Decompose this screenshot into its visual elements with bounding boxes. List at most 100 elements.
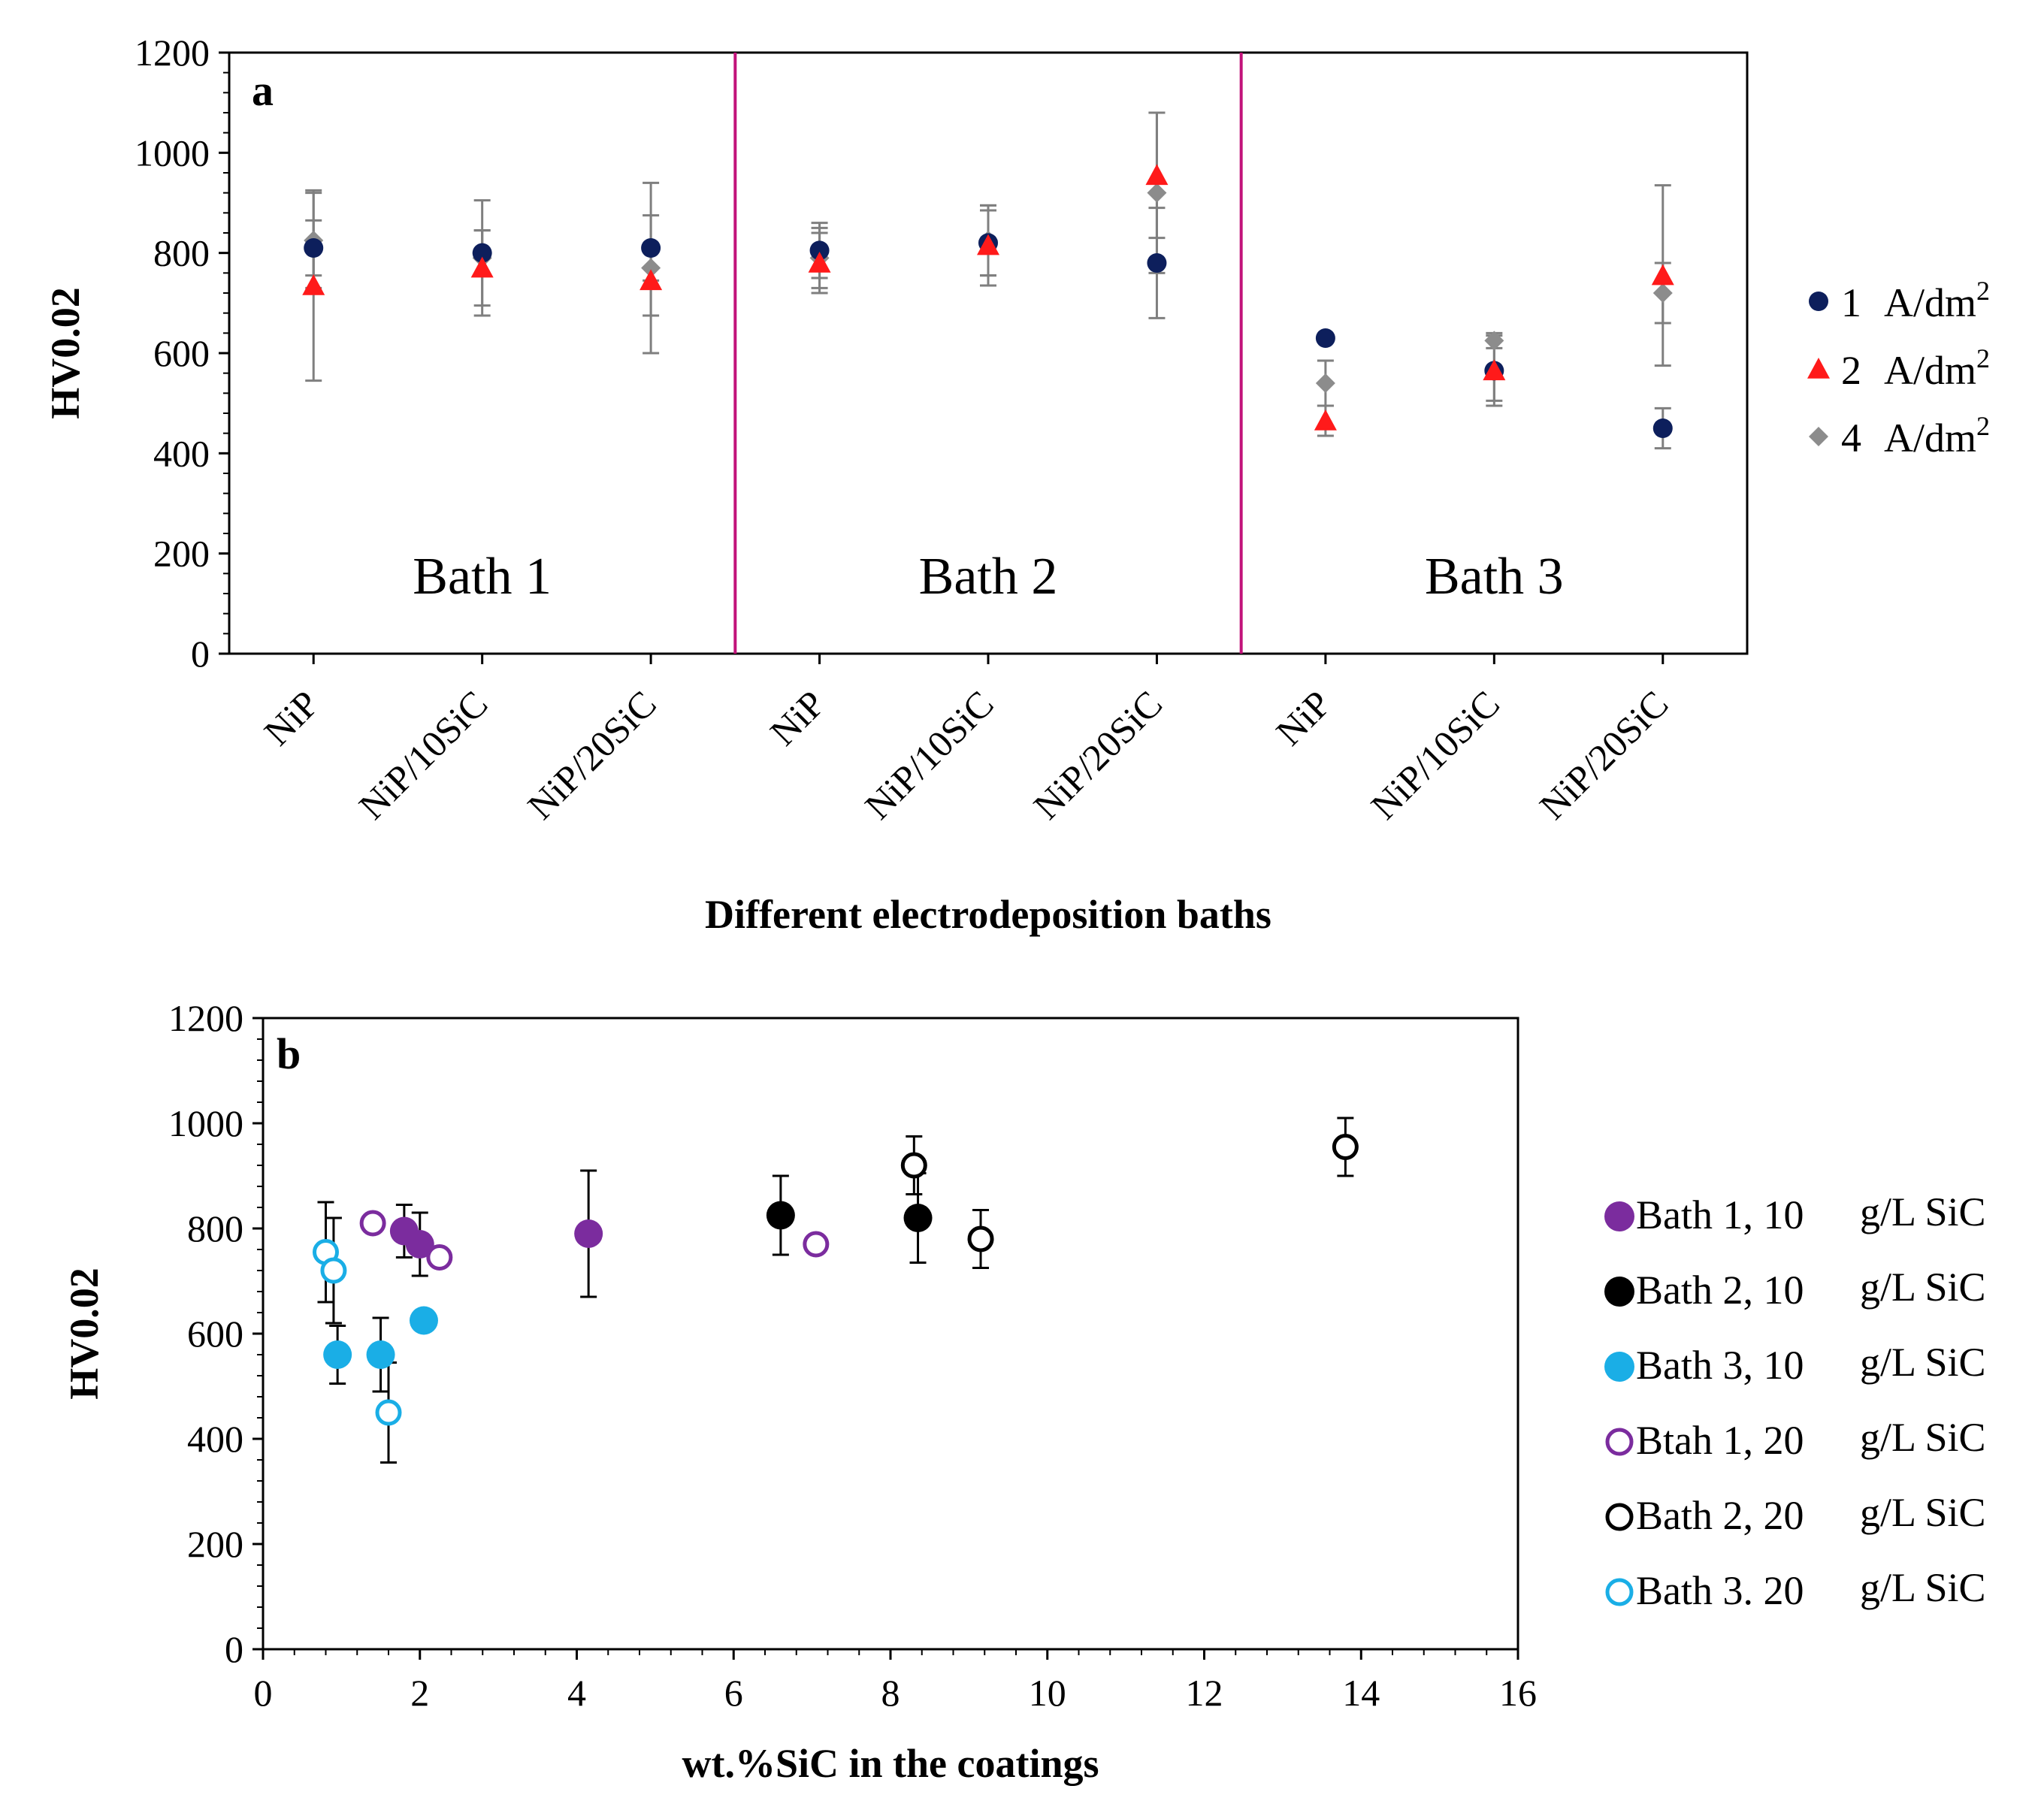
legend-item: Bath 1, 10 g/L SiC bbox=[1604, 1189, 1986, 1237]
category-label: NiP bbox=[256, 682, 327, 754]
data-point-open bbox=[320, 1257, 347, 1284]
legend-unit: g/L SiC bbox=[1860, 1189, 1986, 1234]
x-tick-label: 2 bbox=[410, 1672, 429, 1714]
legend-unit: g/L SiC bbox=[1860, 1415, 1986, 1460]
y-axis-title: HV0.02 bbox=[62, 1268, 107, 1400]
data-point-diamond bbox=[1484, 331, 1504, 351]
bath-label: Bath 3 bbox=[1425, 548, 1564, 606]
data-point-filled bbox=[903, 1204, 933, 1232]
category-label: NiP/20SiC bbox=[519, 682, 664, 827]
category-label: NiP bbox=[762, 682, 833, 754]
legend-marker bbox=[1807, 358, 1830, 379]
data-point-triangle bbox=[1483, 359, 1506, 381]
data-point-triangle bbox=[1145, 164, 1169, 186]
data-point-open bbox=[426, 1244, 453, 1271]
legend-unit: g/L SiC bbox=[1860, 1340, 1986, 1385]
panel-b-chart: 0 200 400 600 800 1000 1200 0 2 4 6 8 10 12 14 16 HV0.02… bbox=[62, 997, 1986, 1786]
data-point-filled bbox=[366, 1340, 395, 1369]
x-tick-label: 6 bbox=[724, 1672, 743, 1714]
x-tick-label: 14 bbox=[1342, 1672, 1380, 1714]
data-point-triangle bbox=[1314, 409, 1337, 431]
y-tick-label: 0 bbox=[225, 1628, 243, 1670]
legend-item: Bath 3. 20 g/L SiC bbox=[1605, 1565, 1986, 1613]
data-point-open bbox=[359, 1210, 386, 1237]
data-point-open bbox=[803, 1231, 830, 1258]
data-point-open bbox=[900, 1152, 927, 1179]
legend-label: 1 A/dm2 bbox=[1841, 276, 1990, 325]
legend-marker bbox=[1604, 1201, 1634, 1231]
data-point-filled bbox=[766, 1201, 795, 1230]
legend-item: Btah 1, 20 g/L SiC bbox=[1605, 1415, 1986, 1463]
legend-label: 4 A/dm2 bbox=[1841, 411, 1990, 461]
legend-marker bbox=[1604, 1352, 1634, 1382]
legend-marker bbox=[1605, 1578, 1634, 1606]
data-point-circle bbox=[472, 243, 492, 263]
y-tick-label: 800 bbox=[187, 1207, 243, 1249]
panel-letter: b bbox=[277, 1029, 301, 1078]
data-point-triangle bbox=[302, 274, 325, 295]
panel-letter: a bbox=[252, 66, 274, 115]
legend-item: 1 A/dm2 bbox=[1809, 276, 1990, 325]
legend-marker bbox=[1605, 1428, 1634, 1456]
legend-item: 4 A/dm2 bbox=[1809, 411, 1990, 461]
data-point-filled bbox=[405, 1230, 434, 1259]
data-point-diamond bbox=[1652, 283, 1673, 303]
x-tick-label: 12 bbox=[1186, 1672, 1223, 1714]
legend-unit: g/L SiC bbox=[1860, 1490, 1986, 1535]
legend-item: Bath 2, 20 g/L SiC bbox=[1605, 1490, 1986, 1538]
bath-label: Bath 2 bbox=[919, 548, 1058, 606]
data-point-triangle bbox=[808, 252, 831, 273]
x-tick-label: 4 bbox=[567, 1672, 586, 1714]
legend-label: Bath 2, 10 bbox=[1636, 1268, 1804, 1313]
y-tick-label: 200 bbox=[187, 1523, 243, 1565]
category-label: NiP/10SiC bbox=[857, 682, 1002, 827]
legend-item: 2 A/dm2 bbox=[1807, 343, 1990, 393]
data-point-filled bbox=[409, 1306, 438, 1335]
y-tick-label: 800 bbox=[153, 232, 210, 274]
y-tick-label: 1200 bbox=[135, 32, 210, 74]
legend-label: Bath 3. 20 bbox=[1636, 1568, 1804, 1613]
legend-label: Btah 1, 20 bbox=[1636, 1418, 1804, 1463]
data-point-open bbox=[375, 1399, 402, 1426]
data-point-open bbox=[1332, 1134, 1359, 1160]
category-label: NiP/20SiC bbox=[1025, 682, 1170, 827]
legend-unit: g/L SiC bbox=[1860, 1265, 1986, 1310]
data-point-diamond bbox=[1315, 373, 1335, 393]
legend-marker bbox=[1605, 1503, 1634, 1531]
legend-label: Bath 2, 20 bbox=[1636, 1493, 1804, 1538]
legend-item: Bath 2, 10 g/L SiC bbox=[1604, 1265, 1986, 1313]
legend-marker bbox=[1809, 427, 1828, 446]
y-tick-label: 1000 bbox=[135, 131, 210, 174]
x-axis-title: Different electrodeposition baths bbox=[705, 892, 1271, 937]
category-label: NiP/20SiC bbox=[1531, 682, 1677, 827]
data-point-diamond bbox=[1147, 183, 1167, 203]
data-point-circle bbox=[304, 238, 324, 258]
x-tick-label: 8 bbox=[881, 1672, 900, 1714]
data-point-circle bbox=[641, 238, 661, 258]
x-axis-title: wt.%SiC in the coatings bbox=[682, 1741, 1099, 1786]
data-point-triangle bbox=[1651, 264, 1674, 286]
x-tick-label: 16 bbox=[1499, 1672, 1537, 1714]
x-tick-label: 0 bbox=[254, 1672, 273, 1714]
category-label: NiP/10SiC bbox=[1362, 682, 1507, 827]
y-tick-label: 400 bbox=[153, 432, 210, 474]
legend-label: Bath 1, 10 bbox=[1636, 1192, 1804, 1237]
bath-label: Bath 1 bbox=[413, 548, 552, 606]
data-point-open bbox=[967, 1225, 994, 1252]
data-point-circle bbox=[809, 240, 830, 261]
legend-marker bbox=[1809, 292, 1828, 311]
data-point-circle bbox=[1147, 253, 1167, 273]
data-point-circle bbox=[1652, 419, 1673, 438]
y-tick-label: 1200 bbox=[168, 997, 243, 1039]
legend-item: Bath 3, 10 g/L SiC bbox=[1604, 1340, 1986, 1388]
data-point-filled bbox=[574, 1219, 603, 1248]
legend-label: 2 A/dm2 bbox=[1841, 343, 1990, 393]
legend-label: Bath 3, 10 bbox=[1636, 1343, 1804, 1388]
y-tick-label: 200 bbox=[153, 533, 210, 575]
data-point-diamond bbox=[641, 258, 661, 278]
y-tick-label: 400 bbox=[187, 1418, 243, 1460]
legend-unit: g/L SiC bbox=[1860, 1565, 1986, 1610]
y-tick-label: 1000 bbox=[168, 1102, 243, 1144]
